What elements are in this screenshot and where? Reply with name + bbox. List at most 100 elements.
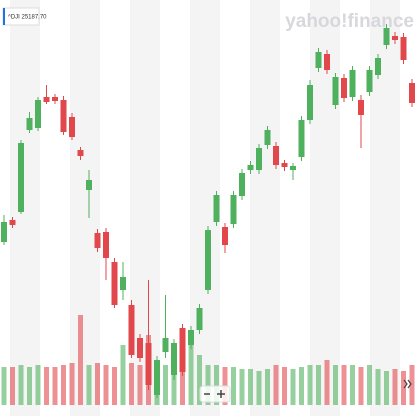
candle-body	[171, 343, 177, 375]
volume-bar	[290, 369, 296, 405]
volume-bar	[52, 367, 58, 405]
candle-body	[60, 100, 67, 132]
candle-body	[196, 308, 203, 330]
volume-bar	[350, 365, 355, 405]
volume-bar	[180, 367, 185, 405]
candle-body	[77, 150, 84, 156]
candle-body	[188, 330, 194, 345]
candle-body	[103, 232, 109, 258]
logo: yahoo!finance	[285, 11, 414, 32]
candle-body	[315, 52, 322, 68]
volume-bar	[265, 369, 270, 405]
candle-body	[43, 97, 50, 102]
volume-bar	[86, 365, 92, 405]
volume-bar	[324, 360, 330, 405]
volume-bar	[239, 369, 245, 405]
volume-bar	[1, 367, 7, 405]
volume-bar	[205, 365, 211, 405]
volume-bar	[18, 365, 24, 405]
candle-body	[137, 338, 143, 358]
volume-bar	[188, 330, 194, 405]
volume-bar	[248, 369, 253, 405]
candle-body	[230, 195, 237, 224]
candle-body	[239, 173, 245, 196]
volume-bar	[214, 365, 219, 405]
candle-body	[222, 227, 228, 245]
candle-body	[205, 230, 211, 290]
candle-body	[264, 130, 271, 145]
volume-bar	[78, 315, 83, 405]
candles	[1, 24, 415, 405]
volume-bar	[103, 365, 109, 405]
candle-body	[111, 262, 118, 305]
candle-body	[366, 70, 373, 92]
candle-body	[341, 78, 347, 98]
volume-bar	[384, 371, 389, 405]
candle-body	[256, 148, 262, 170]
volume-bar	[27, 367, 32, 405]
candle-body	[128, 305, 135, 355]
volume-bar	[367, 365, 372, 405]
candle-body	[145, 343, 152, 385]
volume-bar	[358, 367, 364, 405]
volume-bar	[69, 363, 75, 405]
candle-body	[35, 100, 41, 128]
label-box: ^DJI 25187.70	[2, 7, 47, 26]
candle-body	[383, 28, 390, 45]
candle-body	[273, 146, 279, 165]
candle-body	[298, 120, 305, 157]
scroll-right[interactable]	[403, 379, 412, 389]
candle-body	[154, 360, 160, 395]
candle-body	[349, 70, 356, 97]
volume-bar	[231, 367, 236, 405]
volume-bar	[341, 365, 347, 405]
volume-bar	[44, 367, 49, 405]
volume-bar	[307, 365, 313, 405]
candle-body	[307, 85, 313, 120]
volume-bar	[112, 367, 117, 405]
volume-bar	[163, 365, 168, 405]
volume-bar	[129, 363, 134, 405]
candle-body	[324, 54, 330, 70]
volume-bar	[10, 367, 15, 405]
candle-body	[26, 118, 33, 130]
candle-body	[375, 58, 381, 75]
candle-body	[247, 165, 254, 170]
volume-bar	[95, 363, 100, 405]
volume-bar	[35, 365, 41, 405]
volume-bar	[137, 365, 143, 405]
volume-bar	[171, 363, 177, 405]
candle-body	[162, 338, 169, 352]
volume-bar	[392, 369, 398, 405]
candle-body	[281, 163, 288, 167]
volume-bar	[197, 355, 202, 405]
candle-body	[94, 233, 101, 248]
candle-body	[9, 220, 16, 225]
candle-body	[52, 97, 58, 101]
volume-bar	[299, 367, 304, 405]
volume-bar	[273, 365, 279, 405]
volume-bar	[333, 365, 338, 405]
candle-body	[400, 37, 407, 60]
volume-bar	[409, 365, 415, 405]
candle-body	[358, 100, 364, 115]
candle-body	[392, 36, 398, 40]
candle-body	[213, 195, 220, 222]
candle-body	[179, 328, 186, 372]
volume-bar	[256, 371, 262, 405]
candle-body	[18, 143, 24, 212]
candle-body	[290, 166, 296, 170]
volume-bar	[316, 365, 321, 405]
volume-bar	[120, 345, 126, 405]
volume-bar	[375, 369, 381, 405]
candle-body	[69, 117, 75, 137]
candle-body	[120, 277, 126, 290]
volume-bar	[282, 367, 287, 405]
candle-body	[86, 180, 92, 190]
volume-bar	[401, 371, 406, 405]
candle-body	[1, 222, 7, 242]
volume-bar	[61, 365, 66, 405]
candle-body	[409, 83, 415, 103]
